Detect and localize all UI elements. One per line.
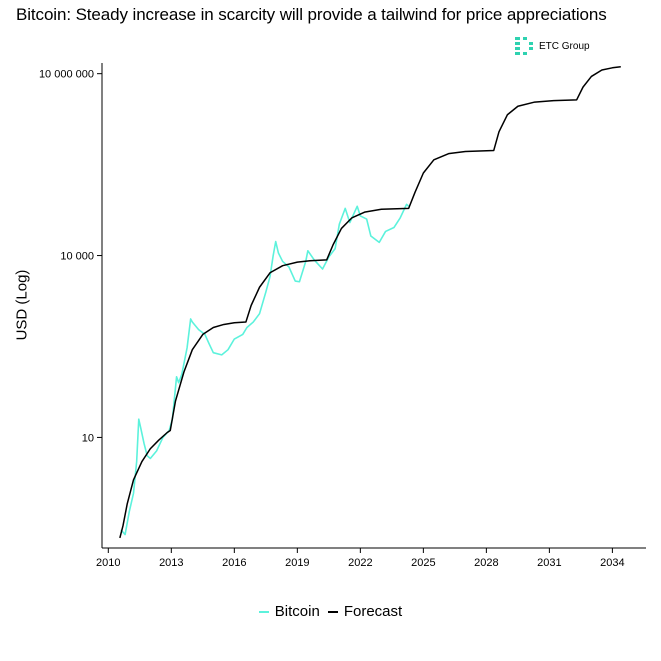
chart-title: Bitcoin: Steady increase in scarcity wil… (16, 5, 607, 24)
y-tick-label: 10 000 000 (39, 69, 94, 81)
series-layer (119, 66, 621, 539)
series-line-bitcoin (120, 203, 410, 536)
y-tick-label: 10 (82, 432, 94, 444)
legend-label-forecast: Forecast (343, 603, 403, 620)
x-tick-label: 2034 (600, 557, 624, 569)
x-tick-label: 2016 (222, 557, 246, 569)
legend-item-bitcoin: Bitcoin (258, 603, 320, 620)
series-line-forecast (119, 66, 621, 539)
y-axis-ticks: 10 10 000 10 000 000 (39, 69, 102, 444)
legend-item-forecast: Forecast (327, 603, 403, 620)
x-tick-label: 2022 (348, 557, 372, 569)
legend-key-bitcoin (258, 610, 269, 613)
x-tick-label: 2028 (474, 557, 498, 569)
etc-group-logo-text: ETC Group (539, 40, 590, 52)
x-tick-label: 2010 (96, 557, 120, 569)
legend-label-bitcoin: Bitcoin (274, 603, 320, 620)
x-tick-label: 2013 (159, 557, 183, 569)
x-tick-label: 2019 (285, 557, 309, 569)
etc-group-logo: ETC Group (515, 36, 590, 56)
x-tick-label: 2025 (411, 557, 435, 569)
x-axis-ticks: 2010 2013 2016 2019 2022 2025 2028 2031 2034 (96, 548, 625, 569)
etc-group-logo-icon (515, 37, 533, 55)
y-tick-label: 10 000 (60, 251, 94, 263)
legend: Bitcoin Forecast (0, 603, 661, 620)
x-tick-label: 2031 (537, 557, 561, 569)
legend-key-forecast (327, 610, 338, 613)
